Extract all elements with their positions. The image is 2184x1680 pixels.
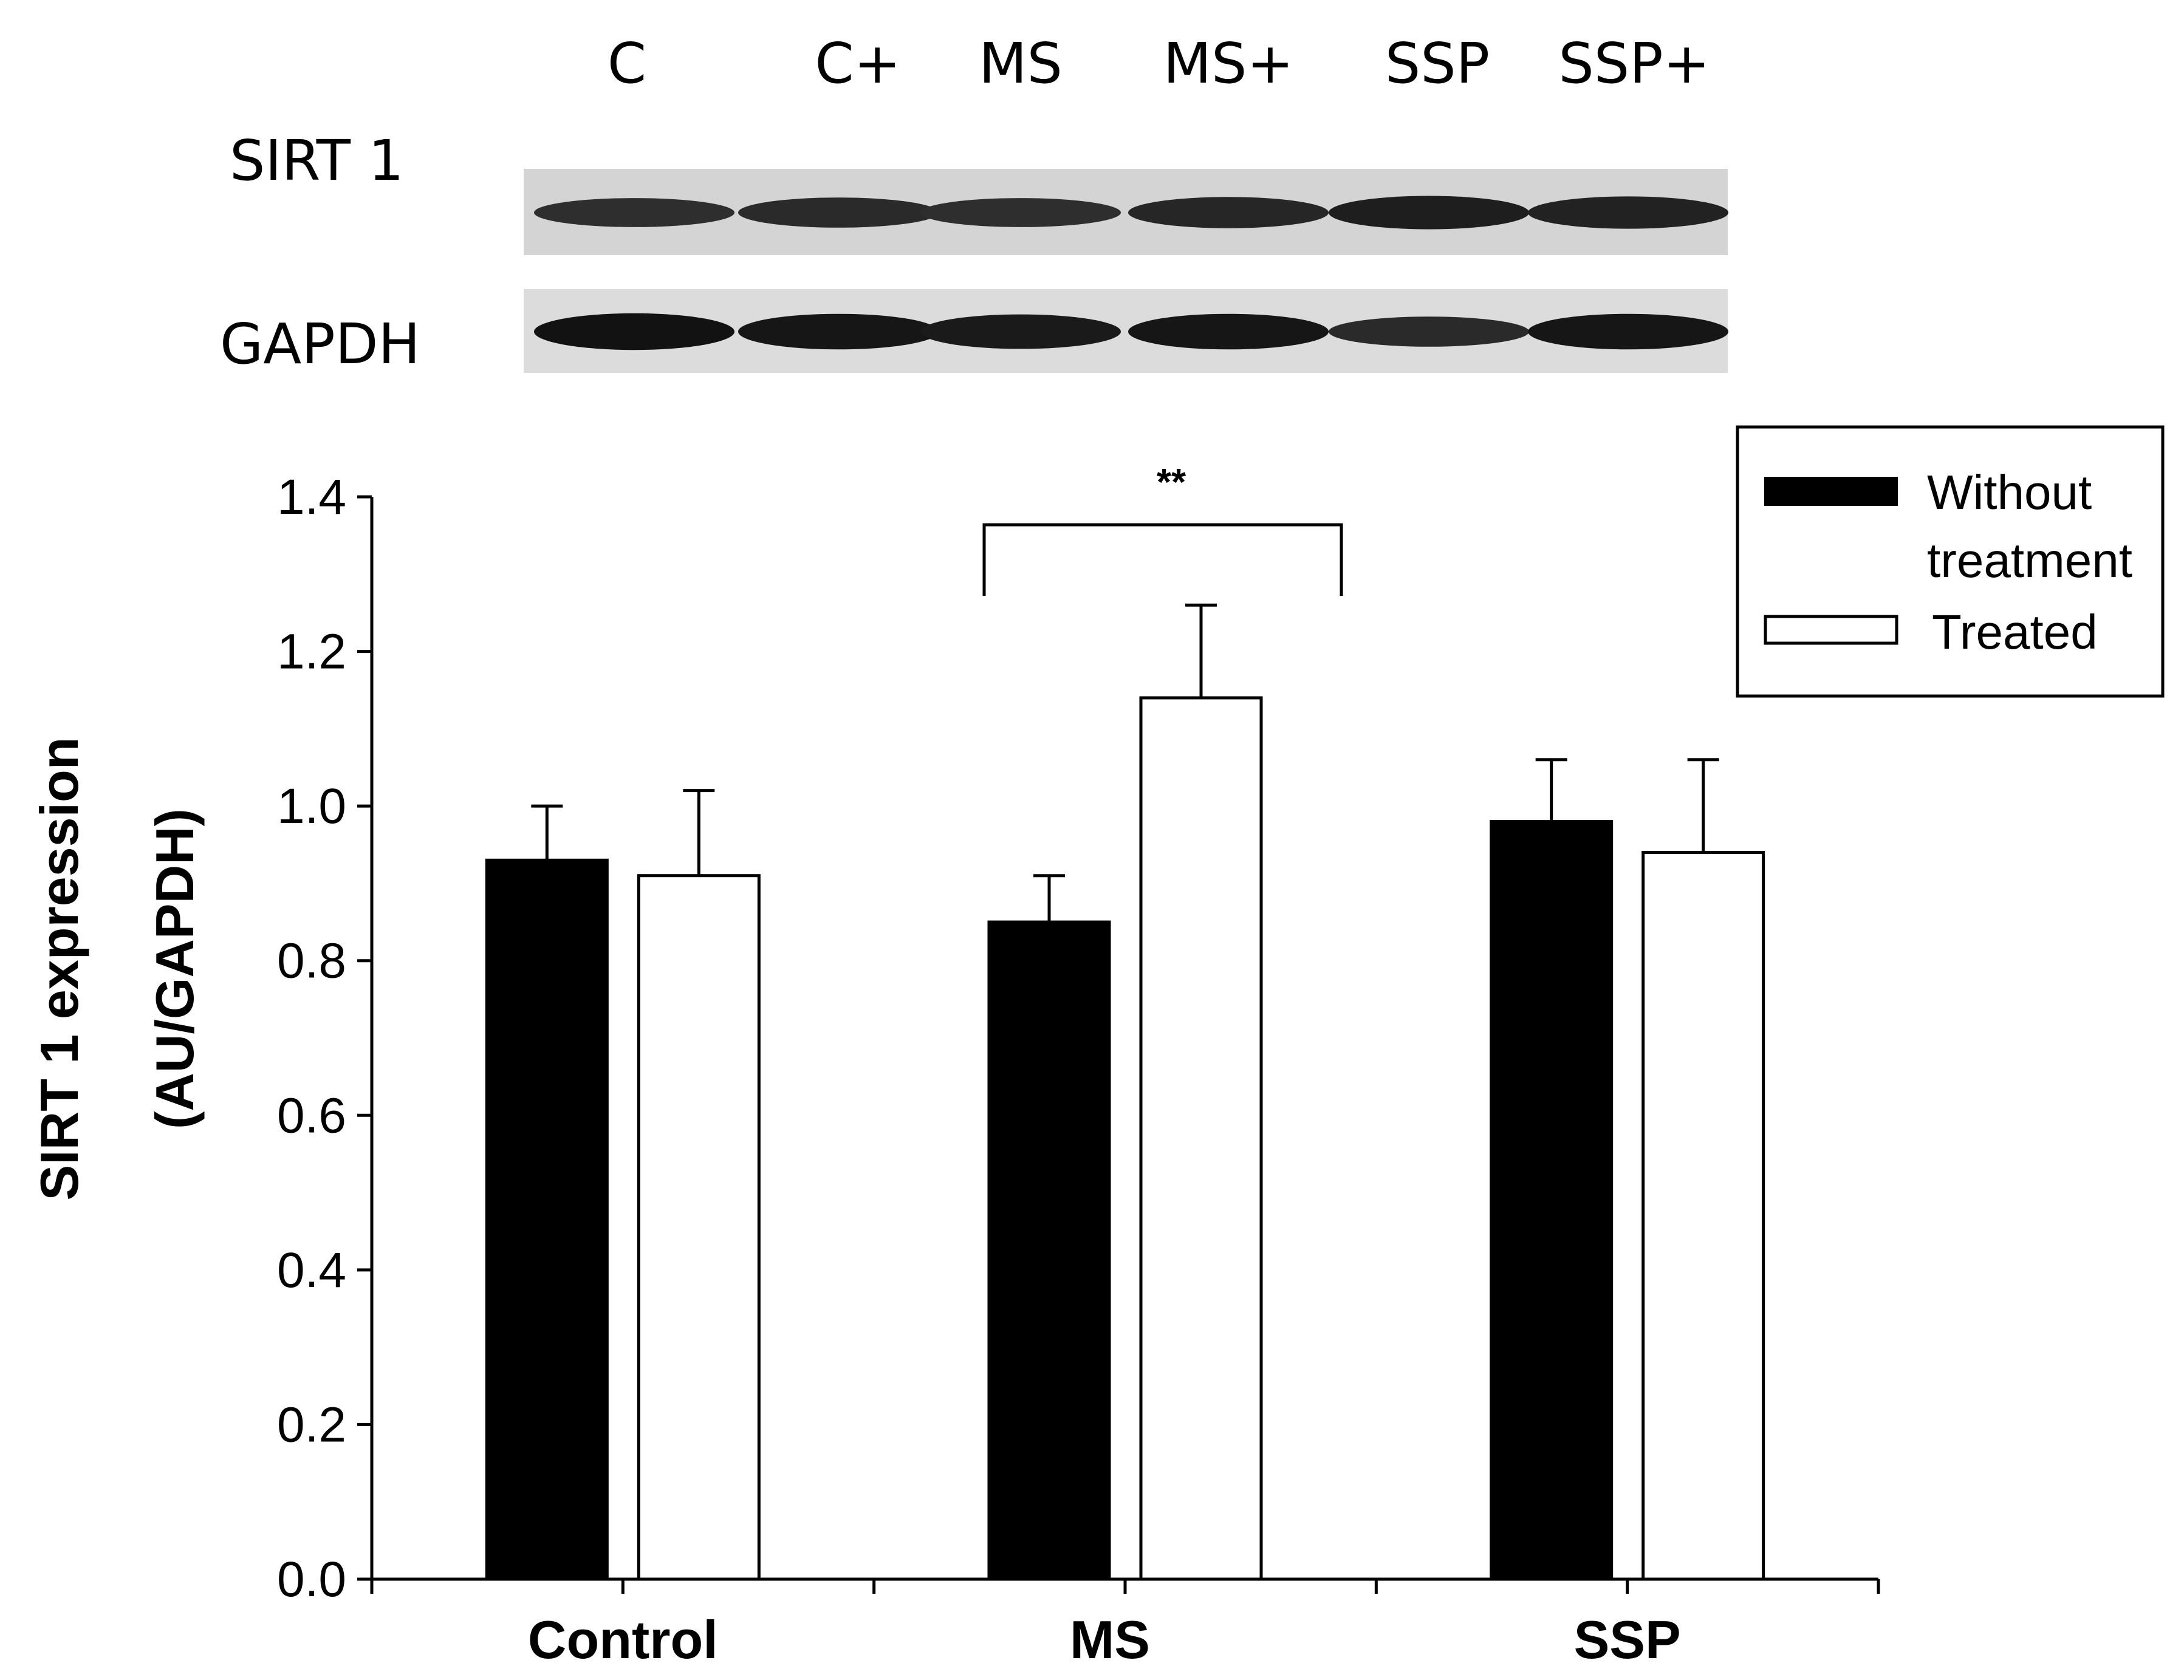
- y-tick-label: 0.6: [277, 1088, 346, 1143]
- x-axis: Control MS SSP: [370, 1577, 1880, 1670]
- y-tick-label: 1.2: [277, 624, 346, 680]
- blot-row-label-sirt1: SIRT 1: [230, 128, 404, 193]
- blot-row-label-gapdh: GAPDH: [220, 312, 420, 377]
- blot-bands: [534, 196, 1728, 350]
- y-tick-label: 1.0: [277, 779, 346, 834]
- blot-band: [1128, 197, 1329, 228]
- lane-label: C: [608, 31, 646, 96]
- lane-label: SSP: [1385, 31, 1490, 96]
- y-tick-label: 0.0: [277, 1552, 346, 1607]
- y-tick-label: 1.4: [277, 470, 346, 525]
- blot-band: [920, 198, 1121, 227]
- y-axis: 0.0 0.2 0.4 0.6 0.8 1.0 1.2 1.4: [277, 470, 374, 1607]
- blot-band: [920, 314, 1121, 349]
- lane-label: C+: [815, 31, 900, 96]
- legend-swatch-treated: [1764, 615, 1898, 645]
- blot-band: [534, 313, 734, 350]
- legend-label-treated: Treated: [1932, 605, 2098, 659]
- blot-band: [534, 198, 734, 227]
- legend-swatch-without-treatment: [1764, 477, 1898, 506]
- bar-treated: [1641, 851, 1765, 1581]
- lane-label: MS+: [1163, 31, 1294, 96]
- x-category-label: MS: [1070, 1610, 1150, 1670]
- legend-label-without-line1: Without: [1927, 465, 2092, 519]
- y-tick-label: 0.8: [277, 934, 346, 989]
- bar-without-treatment: [485, 858, 609, 1581]
- bar-without-treatment: [1490, 820, 1614, 1581]
- legend-box: [1736, 425, 2165, 698]
- y-tick-label: 0.2: [277, 1397, 346, 1452]
- significance-bracket: [982, 523, 1343, 596]
- y-axis-label-line1: SIRT 1 expression: [29, 737, 89, 1201]
- blot-band: [1528, 313, 1728, 350]
- significance-stars: **: [1157, 462, 1186, 504]
- lane-labels: C C+ MS MS+ SSP SSP+: [608, 31, 1710, 96]
- bars: [485, 603, 1765, 1581]
- blot-band: [1128, 313, 1329, 350]
- bar-treated: [1139, 696, 1263, 1581]
- bar-treated: [637, 874, 761, 1581]
- legend: Without treatment Treated: [1736, 425, 2165, 698]
- lane-label: MS: [979, 31, 1063, 96]
- y-tick-label: 0.4: [277, 1243, 346, 1298]
- x-category-label: Control: [528, 1610, 718, 1670]
- legend-label-without-line2: treatment: [1927, 533, 2132, 587]
- western-blot-panel: C C+ MS MS+ SSP SSP+ SIRT 1 GAPDH: [220, 31, 1728, 377]
- x-category-label: SSP: [1574, 1610, 1681, 1670]
- lane-label: SSP+: [1558, 31, 1710, 96]
- blot-band: [1329, 316, 1529, 347]
- blot-band: [1329, 196, 1529, 230]
- bar-chart: SIRT 1 expression (AU/GAPDH) 0.00.20.40.…: [29, 425, 2165, 1670]
- bar-without-treatment: [987, 920, 1111, 1581]
- blot-band: [1528, 196, 1728, 229]
- blot-band: [738, 313, 939, 350]
- y-axis-label-line2: (AU/GAPDH): [145, 808, 205, 1129]
- significance-annotation: **: [982, 462, 1343, 596]
- blot-band: [738, 197, 939, 228]
